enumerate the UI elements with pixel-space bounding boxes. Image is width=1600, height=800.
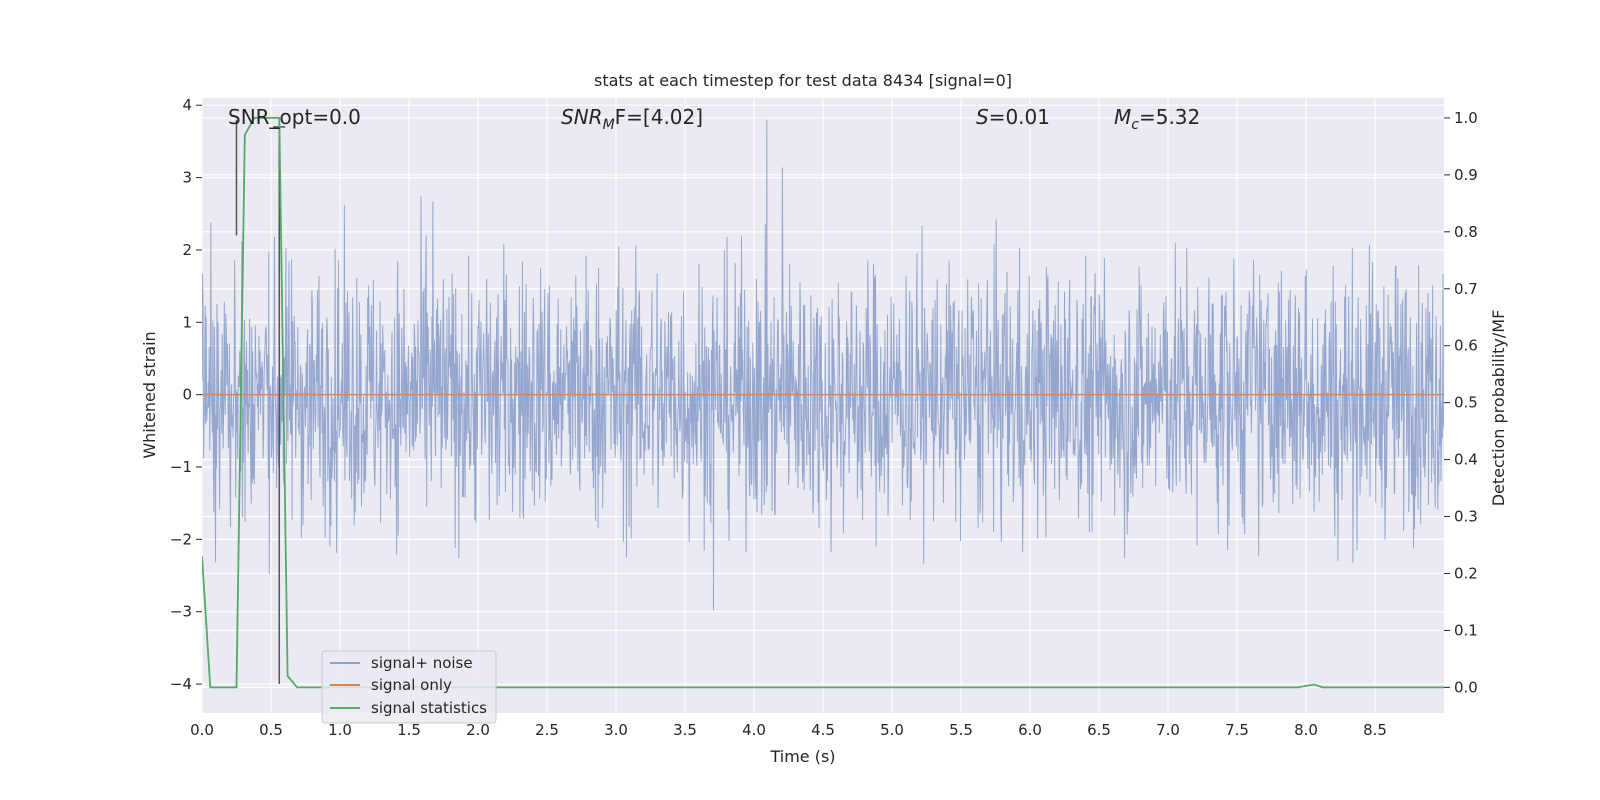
y-right-tick-label: 0.5: [1454, 394, 1478, 412]
y-axis-left-ticks: 4 3 2 1 0 −1 −2 −3 −4: [170, 96, 202, 693]
y-left-tick-label: 0: [182, 386, 192, 404]
legend-entry-noise: signal+ noise: [371, 654, 473, 672]
series-signal-statistics: [202, 117, 1444, 689]
annotation-snr-mf: SNRMF=[4.02]: [561, 105, 703, 133]
y-left-tick-label: −4: [170, 675, 192, 693]
x-tick-label: 1.5: [397, 721, 421, 739]
y-right-tick-label: 0.4: [1454, 451, 1478, 469]
annotation-s: S=0.01: [976, 105, 1050, 129]
series-signal-noise: [202, 119, 1444, 611]
signal-statistics-line: [202, 117, 1444, 689]
y-left-tick-label: −1: [170, 458, 192, 476]
y-left-tick-label: −3: [170, 603, 192, 621]
x-tick-label: 0.5: [259, 721, 283, 739]
chart-title: stats at each timestep for test data 843…: [594, 71, 1012, 90]
noise-trace: [202, 119, 1444, 611]
y-axis-right-label: Detection probability/MF: [1489, 310, 1508, 507]
y-right-tick-label: 0.3: [1454, 508, 1478, 526]
x-tick-label: 2.0: [466, 721, 490, 739]
x-tick-label: 7.0: [1156, 721, 1180, 739]
x-tick-label: 0.0: [190, 721, 214, 739]
grid-lines: [201, 98, 1444, 713]
x-tick-label: 7.5: [1225, 721, 1249, 739]
legend-entry-statistics: signal statistics: [371, 699, 487, 717]
x-tick-label: 8.5: [1363, 721, 1387, 739]
x-tick-label: 2.5: [535, 721, 559, 739]
y-left-tick-label: 4: [182, 96, 192, 114]
annotation-snr-opt: SNR_opt=0.0: [228, 105, 361, 129]
y-right-tick-label: 0.2: [1454, 564, 1478, 582]
legend-box: [321, 650, 497, 724]
y-left-tick-label: 3: [182, 169, 192, 187]
y-left-tick-label: 1: [182, 313, 192, 331]
y-right-tick-label: 0.9: [1454, 166, 1478, 184]
y-axis-right-ticks: 1.0 0.9 0.8 0.7 0.6 0.5 0.4 0.3 0.2 0.1 0.0: [1444, 109, 1478, 696]
x-tick-label: 3.0: [604, 721, 628, 739]
y-right-tick-label: 0.8: [1454, 223, 1478, 241]
x-tick-label: 6.0: [1018, 721, 1042, 739]
x-tick-label: 1.0: [328, 721, 352, 739]
y-right-tick-label: 0.7: [1454, 280, 1478, 298]
x-tick-label: 4.5: [811, 721, 835, 739]
x-tick-label: 8.0: [1294, 721, 1318, 739]
y-right-tick-label: 0.6: [1454, 337, 1478, 355]
x-tick-label: 5.5: [949, 721, 973, 739]
y-left-tick-label: 2: [182, 241, 192, 259]
y-left-tick-label: −2: [170, 530, 192, 548]
x-axis-label: Time (s): [769, 747, 835, 766]
legend-entry-signal: signal only: [371, 676, 452, 694]
annotation-mc: Mc=5.32: [1114, 105, 1200, 133]
x-tick-label: 5.0: [880, 721, 904, 739]
x-tick-label: 4.0: [742, 721, 766, 739]
y-right-tick-label: 0.0: [1454, 678, 1478, 696]
legend: signal+ noise signal only signal statist…: [321, 650, 497, 724]
y-axis-left-label: Whitened strain: [140, 331, 159, 458]
x-tick-label: 3.5: [673, 721, 697, 739]
y-right-tick-label: 0.1: [1454, 621, 1478, 639]
x-tick-label: 6.5: [1087, 721, 1111, 739]
x-axis-ticks: 0.0 0.5 1.0 1.5 2.0 2.5 3.0 3.5 4.0 4.5 5.0 5.5 6.0 6…: [190, 721, 1387, 739]
y-right-tick-label: 1.0: [1454, 109, 1478, 127]
